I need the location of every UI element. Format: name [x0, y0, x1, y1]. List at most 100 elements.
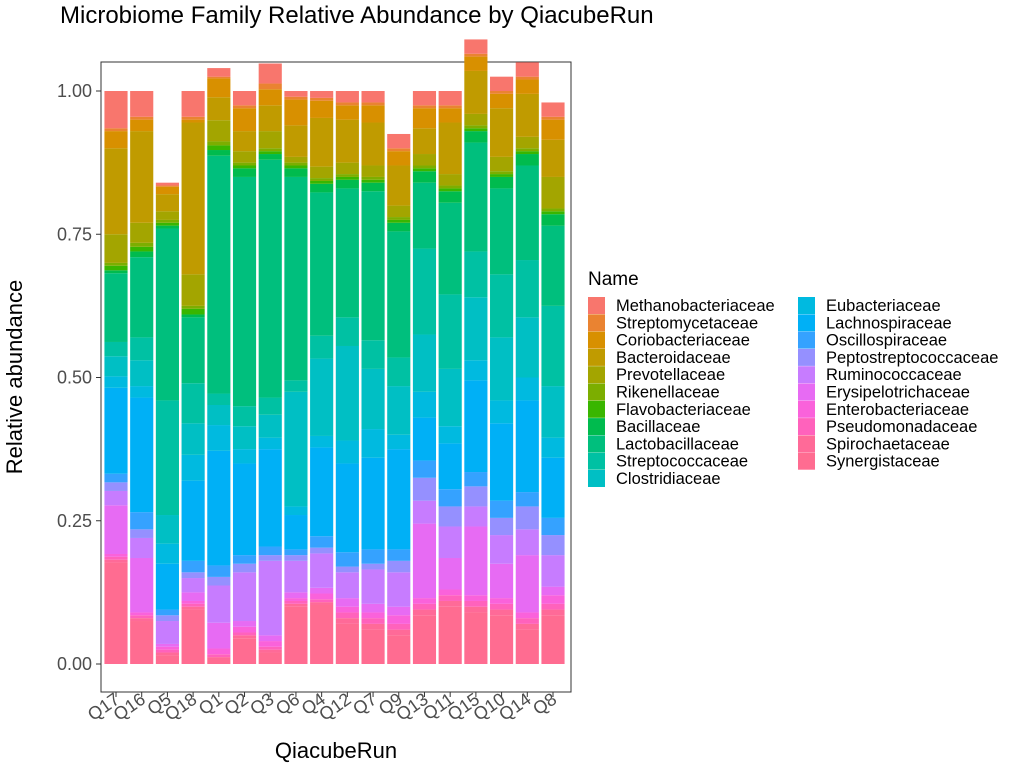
bar-segment	[207, 145, 231, 151]
bar-segment	[490, 91, 514, 94]
bar-segment	[361, 603, 385, 613]
bar-segment	[284, 176, 308, 381]
bar-segment	[387, 205, 411, 218]
y-tick-label: 1.00	[57, 81, 92, 101]
bar-segment	[181, 480, 205, 561]
bar-segment	[130, 337, 154, 361]
bar-segment	[515, 136, 539, 149]
bar-segment	[490, 171, 514, 175]
bar-segment	[438, 526, 462, 558]
bar-segment	[361, 368, 385, 430]
bar-segment	[387, 560, 411, 573]
bar-segment	[181, 592, 205, 601]
bar-segment	[130, 251, 154, 258]
bar-segment	[335, 566, 359, 573]
bar-segment	[232, 426, 257, 450]
bar-segment	[130, 116, 154, 120]
bar-segment	[412, 460, 437, 478]
bar-segment	[181, 600, 205, 604]
bar-segment	[207, 150, 231, 156]
bar-segment	[412, 477, 437, 501]
bar-segment	[207, 405, 231, 426]
bar-segment	[361, 549, 385, 564]
bar-segment	[412, 168, 437, 172]
bar-segment	[232, 91, 257, 106]
bar-segment	[207, 155, 231, 394]
bar-segment	[104, 387, 128, 474]
bar-segment	[438, 426, 462, 444]
bar-segment	[310, 166, 334, 179]
bar-segment	[104, 556, 128, 560]
bar-segment	[412, 154, 437, 166]
bar-segment	[232, 108, 257, 132]
bar-segment	[515, 400, 539, 493]
bar-segment	[438, 91, 462, 106]
bar-segment	[155, 185, 179, 187]
bar-segment	[515, 629, 539, 664]
bar-segment	[515, 79, 539, 94]
bar-segment	[361, 91, 385, 103]
bar-segment	[361, 191, 385, 341]
bar-segment	[181, 603, 205, 607]
bar-segment	[207, 97, 231, 121]
bar-segment	[310, 587, 334, 594]
bar-segment	[438, 489, 462, 507]
y-axis: 0.00 0.25 0.50 0.75 1.00	[57, 81, 101, 674]
bar-segment	[361, 623, 385, 630]
bar-segment	[412, 334, 437, 392]
bar-segment	[412, 500, 437, 524]
legend-entry: Streptomycetaceae	[616, 314, 758, 332]
bar-segment	[284, 549, 308, 556]
bar-segment	[284, 506, 308, 516]
bar-segment	[155, 400, 179, 516]
bar-segment	[181, 274, 205, 306]
bar-segment	[130, 615, 154, 619]
bar-segment	[438, 595, 462, 601]
bar-segment	[361, 563, 385, 570]
bar-segment	[515, 612, 539, 619]
bar-segment	[207, 120, 231, 142]
bar-segment	[438, 105, 462, 109]
bar-segment	[464, 53, 488, 57]
bar-segment	[181, 308, 205, 315]
bar-segment	[130, 91, 154, 117]
bar-segment	[541, 119, 565, 140]
bar-segment	[464, 56, 488, 71]
bar-segment	[181, 314, 205, 318]
bar-segment	[207, 659, 231, 664]
bar-segment	[181, 317, 205, 384]
bar-segment	[104, 356, 128, 377]
bar-segment	[335, 463, 359, 553]
bar-segment	[310, 100, 334, 118]
bar-segment	[258, 151, 282, 155]
bar-segment	[310, 602, 334, 605]
bar-segment	[515, 317, 539, 378]
bar-segment	[232, 176, 257, 407]
legend-entry: Lachnospiraceae	[826, 314, 952, 332]
bar-segment	[490, 93, 514, 109]
legend-entry: Bacillaceae	[616, 418, 700, 436]
bar-segment	[181, 91, 205, 117]
bar-segment	[490, 400, 514, 424]
bar-segment	[310, 536, 334, 548]
bar-segment	[515, 76, 539, 80]
legend-swatch	[588, 314, 605, 332]
bar-segment	[412, 391, 437, 418]
bar-segment	[464, 131, 488, 143]
bar-segment	[232, 638, 257, 664]
bar-segment	[155, 194, 179, 212]
bar-segment	[258, 131, 282, 149]
bar-segment	[464, 595, 488, 601]
bar-segment	[310, 593, 334, 600]
bar-segment	[207, 654, 231, 658]
bar-segment	[464, 360, 488, 381]
bar-segment	[464, 125, 488, 129]
bar-segment	[232, 463, 257, 556]
bar-segment	[232, 449, 257, 464]
bar-segment	[284, 555, 308, 561]
bar-segment	[310, 604, 334, 664]
bar-segment	[412, 598, 437, 604]
bars-group	[104, 39, 565, 664]
bar-segment	[181, 383, 205, 424]
bar-segment	[541, 211, 565, 215]
